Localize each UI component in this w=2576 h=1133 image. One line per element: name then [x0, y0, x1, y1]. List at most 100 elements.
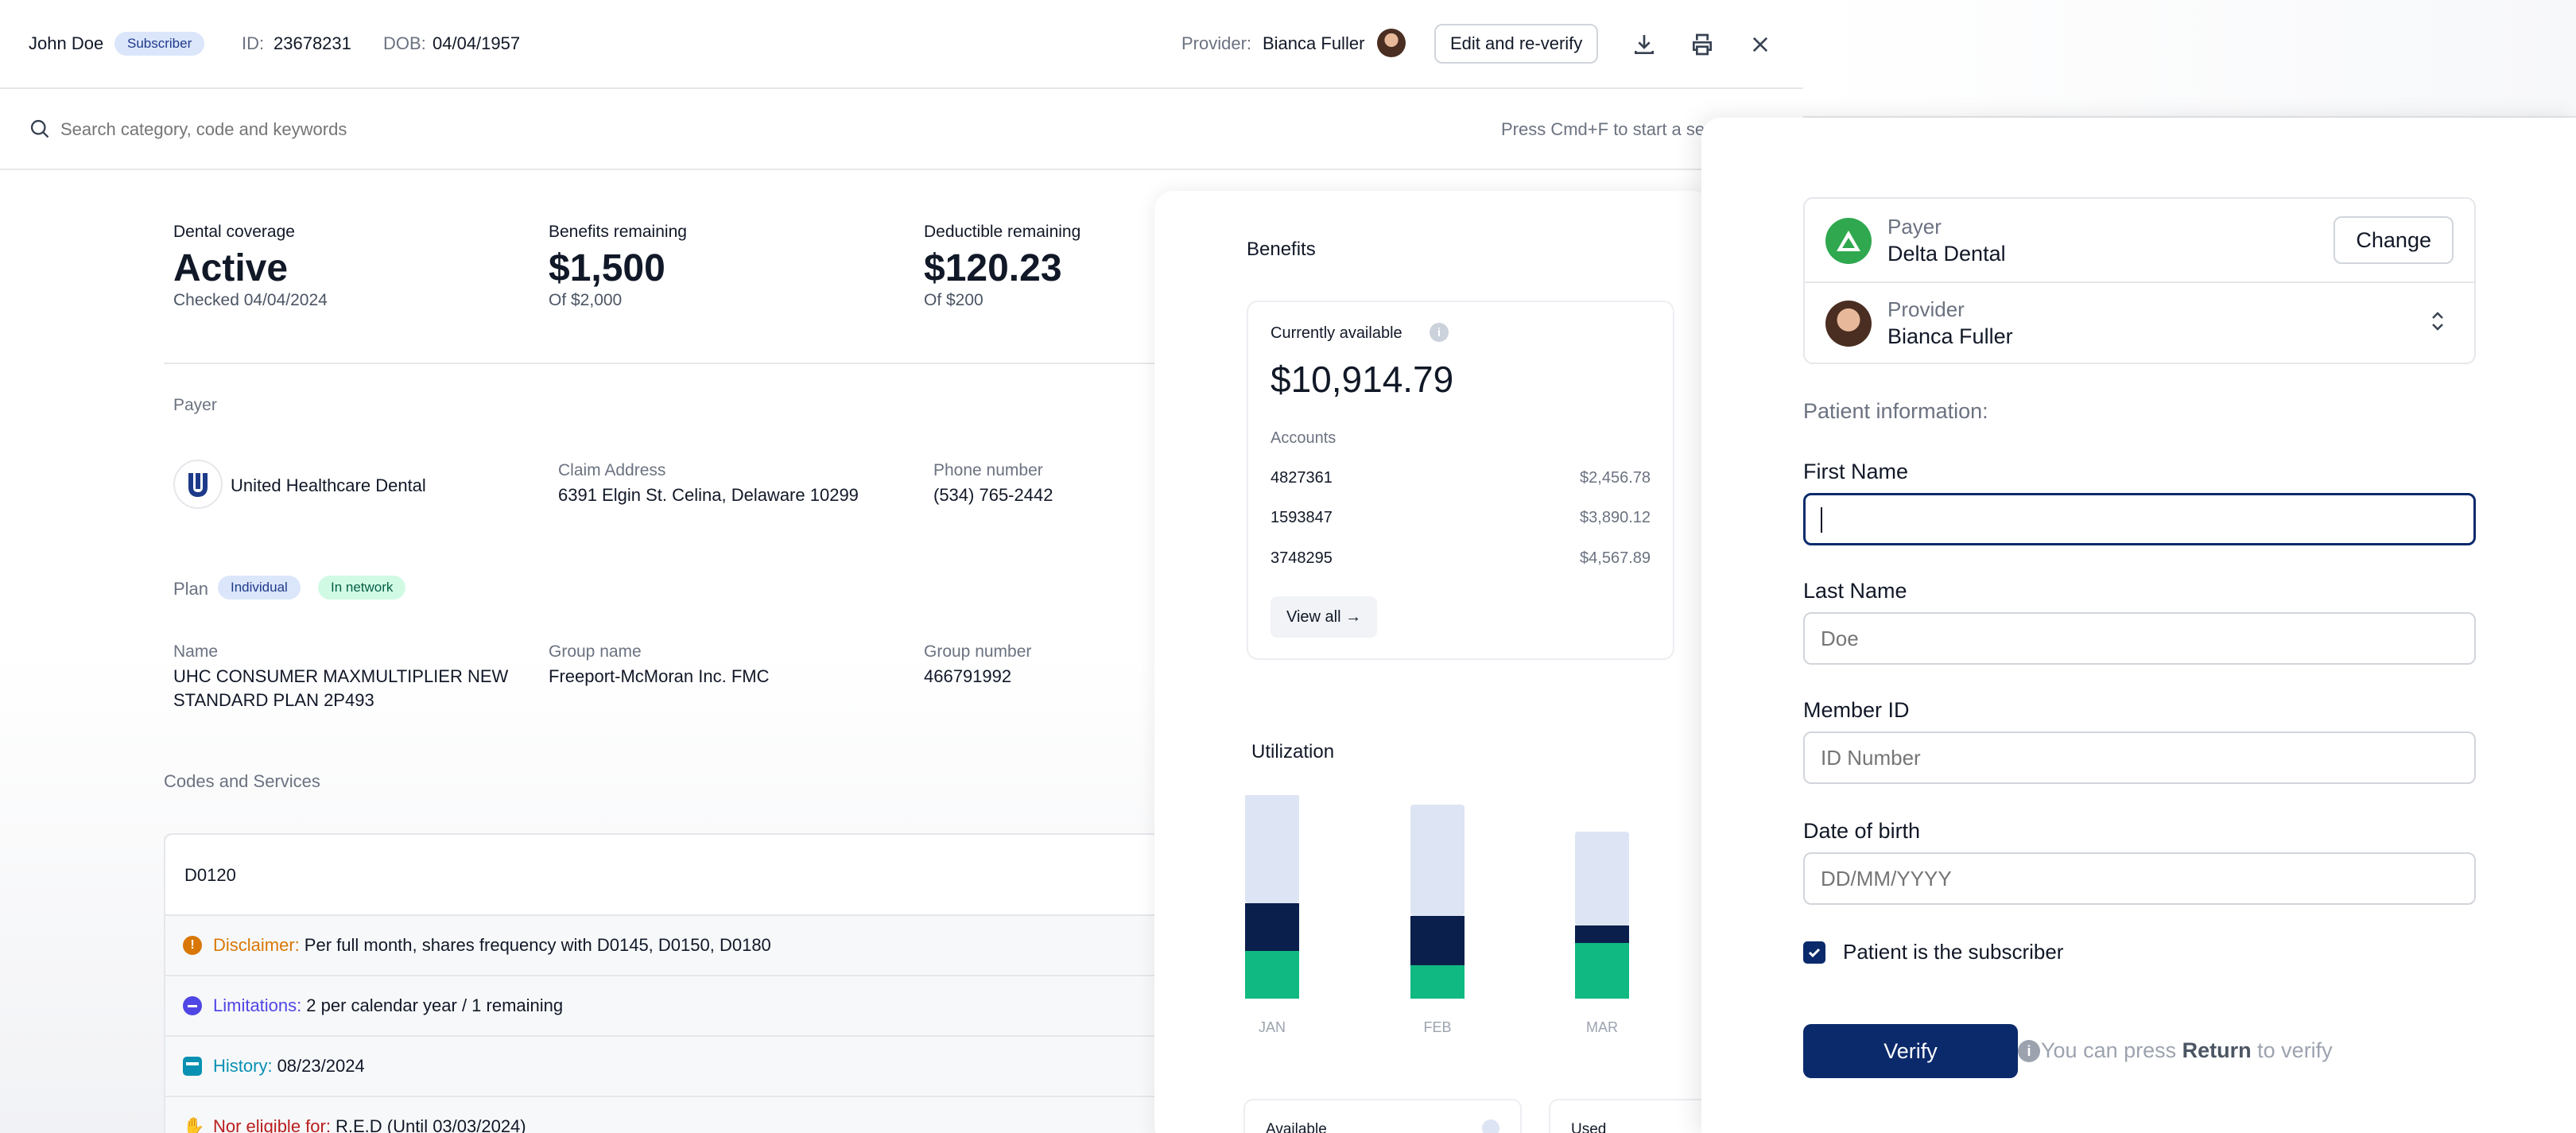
available-label: Currently available — [1271, 324, 1402, 342]
payer-label: Payer — [1887, 215, 1942, 239]
not-eligible-text: R.E.D (Until 03/03/2024) — [335, 1116, 526, 1133]
deductible-label: Deductible remaining — [924, 223, 1081, 241]
download-icon[interactable] — [1627, 27, 1662, 62]
phone-label: Phone number — [933, 461, 1043, 479]
coverage-label: Dental coverage — [173, 223, 295, 241]
payer-value: Delta Dental — [1887, 242, 2006, 266]
individual-badge: Individual — [218, 576, 301, 599]
info-icon: i — [2018, 1040, 2040, 1062]
delta-dental-logo — [1825, 218, 1872, 264]
history-text: 08/23/2024 — [277, 1056, 365, 1076]
phone-value: (534) 765-2442 — [933, 485, 1053, 505]
benefits-remaining-sub: Of $2,000 — [549, 291, 623, 309]
payer-section-label: Payer — [173, 396, 217, 414]
payer-name: United Healthcare Dental — [231, 475, 426, 495]
subscriber-checkbox-label[interactable]: Patient is the subscriber — [1843, 940, 2064, 964]
provider-name: Bianca Fuller — [1263, 33, 1365, 53]
text-cursor — [1821, 507, 1822, 533]
info-icon[interactable]: i — [1430, 323, 1449, 342]
claim-address-label: Claim Address — [558, 461, 666, 479]
deductible-value: $120.23 — [924, 247, 1062, 289]
disclaimer-row: ! Disclaimer: Per full month, shares fre… — [164, 914, 1197, 975]
provider-value: Bianca Fuller — [1887, 324, 2013, 348]
bar-feb-seg2 — [1410, 805, 1465, 916]
close-icon[interactable] — [1743, 27, 1778, 62]
account-id: 1593847 — [1271, 509, 1333, 526]
minus-circle-icon — [183, 996, 202, 1015]
plan-section-label: Plan — [173, 579, 209, 599]
divider — [1805, 281, 2474, 283]
group-name-value: Freeport-McMoran Inc. FMC — [549, 666, 770, 686]
edit-reverify-button[interactable]: Edit and re-verify — [1434, 24, 1599, 64]
subscriber-checkbox[interactable] — [1803, 941, 1825, 964]
last-name-label: Last Name — [1803, 579, 1907, 603]
provider-label: Provider — [1887, 297, 1965, 321]
view-all-button[interactable]: View all → — [1271, 596, 1378, 638]
chevron-up-down-icon[interactable] — [2422, 305, 2454, 337]
in-network-badge: In network — [318, 576, 406, 599]
benefits-title: Benefits — [1247, 239, 1316, 260]
group-number-value: 466791992 — [924, 666, 1012, 686]
benefits-panel: Benefits Currently available i $10,914.7… — [1154, 191, 1827, 1133]
member-id-input[interactable] — [1803, 731, 2476, 784]
accounts-label: Accounts — [1271, 429, 1336, 447]
divider — [1803, 116, 2576, 118]
verify-hint: You can press Return to verify — [2041, 1038, 2333, 1063]
main-content: Dental coverage Active Checked 04/04/202… — [0, 172, 1197, 1133]
first-name-input[interactable] — [1803, 493, 2476, 545]
member-id-label: Member ID — [1803, 698, 1910, 722]
x-tick-label: MAR — [1586, 1019, 1618, 1034]
coverage-value: Active — [173, 247, 289, 289]
x-tick-label: JAN — [1259, 1019, 1286, 1034]
top-right-strip — [1803, 0, 2576, 118]
group-number-label: Group number — [924, 642, 1032, 661]
bar-jan-seg2 — [1245, 795, 1299, 903]
id-label: ID: — [242, 33, 265, 53]
bar-mar-seg2 — [1575, 832, 1629, 925]
provider-avatar[interactable] — [1377, 29, 1406, 57]
calendar-icon — [183, 1057, 202, 1076]
provider-label: Provider: — [1181, 33, 1252, 53]
print-icon[interactable] — [1685, 27, 1720, 62]
account-id: 3748295 — [1271, 549, 1333, 567]
available-value: $10,914.79 — [1271, 359, 1454, 400]
dob-input[interactable] — [1803, 852, 2476, 905]
verify-button[interactable]: Verify — [1803, 1024, 2018, 1078]
history-label: History: — [213, 1056, 273, 1076]
bar-jan-seg1 — [1245, 903, 1299, 951]
disclaimer-text: Per full month, shares frequency with D0… — [304, 935, 771, 955]
benefits-remaining-label: Benefits remaining — [549, 223, 687, 241]
codes-section-label: Codes and Services — [164, 771, 320, 791]
code-title[interactable]: D0120 — [184, 865, 236, 885]
search-input[interactable] — [60, 116, 696, 143]
available-legend-card: Available — [1243, 1099, 1522, 1133]
account-amount: $4,567.89 — [1580, 549, 1651, 567]
utilization-title: Utilization — [1251, 741, 1335, 762]
coverage-sub: Checked 04/04/2024 — [173, 291, 328, 309]
subscriber-badge: Subscriber — [114, 32, 205, 56]
not-eligible-row: ✋ Nor eligible for: R.E.D (Until 03/03/2… — [164, 1096, 1197, 1133]
limitations-row: Limitations: 2 per calendar year / 1 rem… — [164, 975, 1197, 1035]
warning-icon: ! — [183, 936, 202, 955]
hand-icon: ✋ — [183, 1116, 205, 1133]
id-value: 23678231 — [274, 33, 351, 53]
uhc-logo — [173, 460, 223, 509]
bar-mar-seg1 — [1575, 925, 1629, 943]
x-tick-label: FEB — [1423, 1019, 1451, 1034]
info-icon — [1482, 1119, 1499, 1133]
dob-label: Date of birth — [1803, 819, 1921, 843]
dob-value: 04/04/1957 — [433, 33, 521, 53]
patient-name: John Doe — [29, 33, 104, 53]
bar-jan-seg0 — [1245, 951, 1299, 999]
deductible-sub: Of $200 — [924, 291, 983, 309]
dob-label: DOB: — [383, 33, 426, 53]
last-name-input[interactable] — [1803, 612, 2476, 665]
claim-address-value: 6391 Elgin St. Celina, Delaware 10299 — [558, 485, 859, 505]
change-payer-button[interactable]: Change — [2334, 216, 2454, 264]
account-id: 4827361 — [1271, 469, 1333, 487]
disclaimer-label: Disclaimer: — [213, 935, 300, 955]
plan-name-line2: STANDARD PLAN 2P493 — [173, 690, 374, 710]
group-name-label: Group name — [549, 642, 642, 661]
search-hint: Press Cmd+F to start a se — [1501, 119, 1705, 139]
provider-avatar — [1825, 301, 1872, 347]
